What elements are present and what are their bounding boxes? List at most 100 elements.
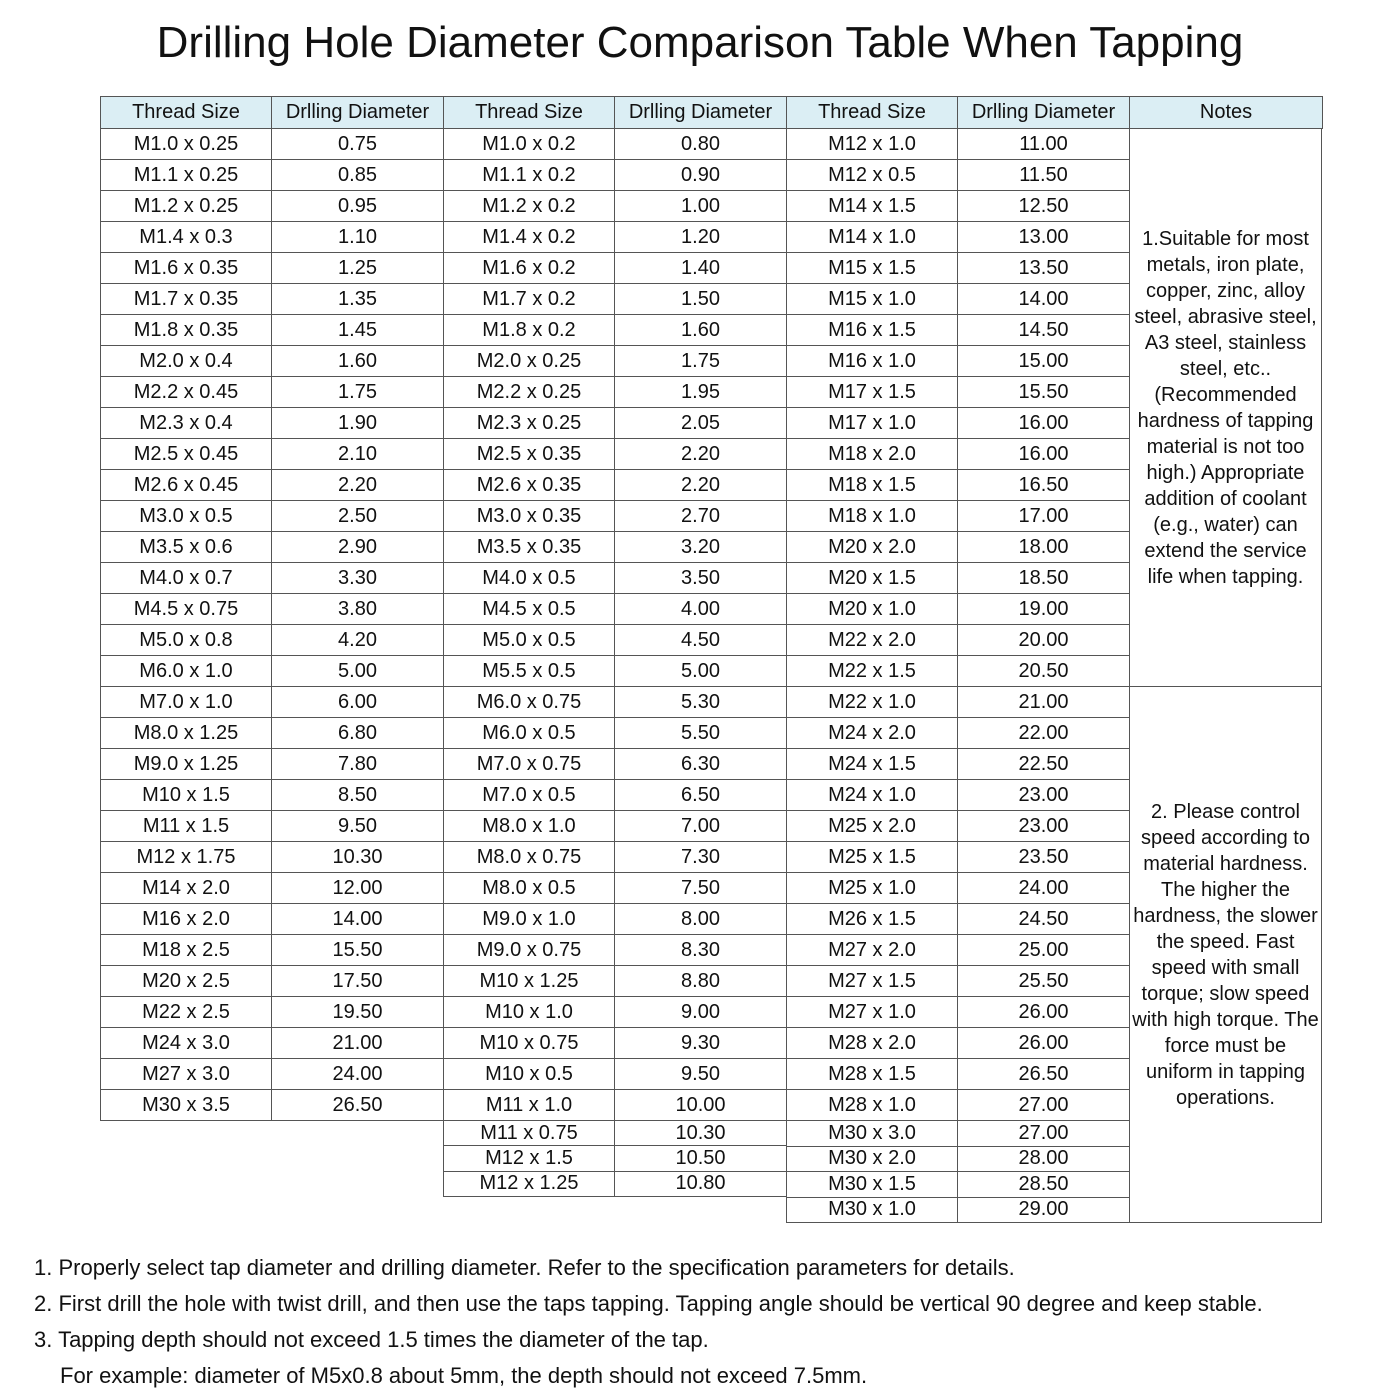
thread-size-cell: M11 x 1.5 bbox=[100, 810, 272, 842]
drilling-diameter-cell: 4.20 bbox=[271, 624, 444, 656]
note-2: 2. Please control speed according to mat… bbox=[1129, 686, 1322, 1223]
thread-size-cell: M11 x 0.75 bbox=[443, 1120, 615, 1146]
thread-size-cell: M5.0 x 0.5 bbox=[443, 624, 615, 656]
thread-size-cell: M2.2 x 0.45 bbox=[100, 376, 272, 408]
drilling-diameter-cell: 1.95 bbox=[614, 376, 787, 408]
drilling-diameter-cell: 1.45 bbox=[271, 314, 444, 346]
footer-line-1: 1. Properly select tap diameter and dril… bbox=[34, 1255, 1015, 1280]
thread-size-cell: M1.6 x 0.35 bbox=[100, 252, 272, 284]
column-header: Thread Size bbox=[786, 96, 958, 129]
drilling-diameter-cell: 14.00 bbox=[957, 283, 1130, 315]
thread-size-cell: M1.8 x 0.35 bbox=[100, 314, 272, 346]
drilling-diameter-cell: 7.80 bbox=[271, 748, 444, 780]
footer-line-4: For example: diameter of M5x0.8 about 5m… bbox=[60, 1363, 868, 1388]
drilling-diameter-cell: 7.00 bbox=[614, 810, 787, 842]
thread-size-cell: M1.0 x 0.25 bbox=[100, 128, 272, 160]
thread-size-cell: M4.5 x 0.75 bbox=[100, 593, 272, 625]
drilling-diameter-cell: 6.80 bbox=[271, 717, 444, 749]
thread-size-cell: M1.2 x 0.25 bbox=[100, 190, 272, 222]
thread-size-cell: M8.0 x 0.5 bbox=[443, 872, 615, 904]
thread-size-cell: M2.0 x 0.25 bbox=[443, 345, 615, 377]
page-title: Drilling Hole Diameter Comparison Table … bbox=[156, 18, 1244, 67]
drilling-diameter-cell: 3.50 bbox=[614, 562, 787, 594]
drilling-diameter-cell: 3.30 bbox=[271, 562, 444, 594]
drilling-diameter-cell: 1.40 bbox=[614, 252, 787, 284]
drilling-diameter-cell: 7.50 bbox=[614, 872, 787, 904]
drilling-diameter-cell: 8.00 bbox=[614, 903, 787, 935]
thread-size-cell: M1.1 x 0.25 bbox=[100, 159, 272, 191]
thread-size-cell: M16 x 1.5 bbox=[786, 314, 958, 346]
thread-size-cell: M30 x 3.0 bbox=[786, 1120, 958, 1147]
drilling-diameter-cell: 26.50 bbox=[271, 1089, 444, 1121]
drilling-diameter-cell: 4.00 bbox=[614, 593, 787, 625]
thread-size-cell: M25 x 2.0 bbox=[786, 810, 958, 842]
thread-size-cell: M2.3 x 0.4 bbox=[100, 407, 272, 439]
thread-size-cell: M17 x 1.0 bbox=[786, 407, 958, 439]
thread-size-cell: M12 x 1.25 bbox=[443, 1170, 615, 1197]
drilling-diameter-cell: 0.85 bbox=[271, 159, 444, 191]
drilling-diameter-cell: 3.20 bbox=[614, 531, 787, 563]
thread-size-cell: M20 x 2.0 bbox=[786, 531, 958, 563]
drilling-diameter-cell: 28.00 bbox=[957, 1145, 1130, 1172]
thread-size-cell: M9.0 x 1.0 bbox=[443, 903, 615, 935]
thread-size-cell: M16 x 1.0 bbox=[786, 345, 958, 377]
thread-size-cell: M3.5 x 0.6 bbox=[100, 531, 272, 563]
drilling-diameter-cell: 27.00 bbox=[957, 1120, 1130, 1147]
drilling-diameter-cell: 11.00 bbox=[957, 128, 1130, 160]
drilling-diameter-cell: 7.30 bbox=[614, 841, 787, 873]
drilling-diameter-cell: 13.50 bbox=[957, 252, 1130, 284]
drilling-diameter-cell: 9.00 bbox=[614, 996, 787, 1028]
thread-size-cell: M1.4 x 0.2 bbox=[443, 221, 615, 253]
thread-size-cell: M24 x 1.5 bbox=[786, 748, 958, 780]
drilling-diameter-cell: 15.50 bbox=[957, 376, 1130, 408]
thread-size-cell: M8.0 x 1.25 bbox=[100, 717, 272, 749]
drilling-diameter-cell: 10.30 bbox=[271, 841, 444, 873]
drilling-diameter-cell: 27.00 bbox=[957, 1089, 1130, 1121]
thread-size-cell: M25 x 1.5 bbox=[786, 841, 958, 873]
drilling-diameter-cell: 2.05 bbox=[614, 407, 787, 439]
thread-size-cell: M18 x 1.5 bbox=[786, 469, 958, 501]
drilling-diameter-cell: 14.50 bbox=[957, 314, 1130, 346]
thread-size-cell: M2.5 x 0.45 bbox=[100, 438, 272, 470]
thread-size-cell: M3.5 x 0.35 bbox=[443, 531, 615, 563]
drilling-diameter-cell: 1.35 bbox=[271, 283, 444, 315]
drilling-diameter-cell: 1.60 bbox=[271, 345, 444, 377]
drilling-diameter-cell: 19.50 bbox=[271, 996, 444, 1028]
thread-size-cell: M20 x 1.0 bbox=[786, 593, 958, 625]
drilling-diameter-cell: 15.00 bbox=[957, 345, 1130, 377]
drilling-diameter-cell: 12.50 bbox=[957, 190, 1130, 222]
thread-size-cell: M9.0 x 1.25 bbox=[100, 748, 272, 780]
thread-size-cell: M12 x 1.0 bbox=[786, 128, 958, 160]
drilling-diameter-cell: 14.00 bbox=[271, 903, 444, 935]
drilling-diameter-cell: 18.50 bbox=[957, 562, 1130, 594]
thread-size-cell: M15 x 1.0 bbox=[786, 283, 958, 315]
thread-size-cell: M7.0 x 0.5 bbox=[443, 779, 615, 811]
footer-notes: 1. Properly select tap diameter and dril… bbox=[34, 1250, 1263, 1394]
column-header: Drlling Diameter bbox=[271, 96, 444, 129]
drilling-diameter-cell: 23.50 bbox=[957, 841, 1130, 873]
thread-size-cell: M3.0 x 0.5 bbox=[100, 500, 272, 532]
drilling-diameter-cell: 5.00 bbox=[271, 655, 444, 687]
column-header: Drlling Diameter bbox=[614, 96, 787, 129]
thread-size-cell: M2.6 x 0.35 bbox=[443, 469, 615, 501]
drilling-diameter-cell: 29.00 bbox=[957, 1196, 1130, 1223]
thread-size-cell: M18 x 2.5 bbox=[100, 934, 272, 966]
drilling-diameter-cell: 2.20 bbox=[614, 438, 787, 470]
footer-line-2: 2. First drill the hole with twist drill… bbox=[34, 1291, 1263, 1316]
drilling-diameter-cell: 3.80 bbox=[271, 593, 444, 625]
thread-size-cell: M27 x 2.0 bbox=[786, 934, 958, 966]
drilling-diameter-cell: 1.20 bbox=[614, 221, 787, 253]
drilling-diameter-cell: 10.50 bbox=[614, 1145, 787, 1172]
thread-size-cell: M7.0 x 1.0 bbox=[100, 686, 272, 718]
drilling-diameter-cell: 21.00 bbox=[957, 686, 1130, 718]
thread-size-cell: M1.0 x 0.2 bbox=[443, 128, 615, 160]
thread-size-cell: M8.0 x 0.75 bbox=[443, 841, 615, 873]
drilling-diameter-cell: 12.00 bbox=[271, 872, 444, 904]
thread-size-cell: M5.0 x 0.8 bbox=[100, 624, 272, 656]
drilling-diameter-cell: 1.60 bbox=[614, 314, 787, 346]
drilling-diameter-cell: 9.30 bbox=[614, 1027, 787, 1059]
drilling-diameter-cell: 1.00 bbox=[614, 190, 787, 222]
drilling-diameter-cell: 0.75 bbox=[271, 128, 444, 160]
drilling-diameter-cell: 1.75 bbox=[271, 376, 444, 408]
thread-size-cell: M22 x 1.5 bbox=[786, 655, 958, 687]
